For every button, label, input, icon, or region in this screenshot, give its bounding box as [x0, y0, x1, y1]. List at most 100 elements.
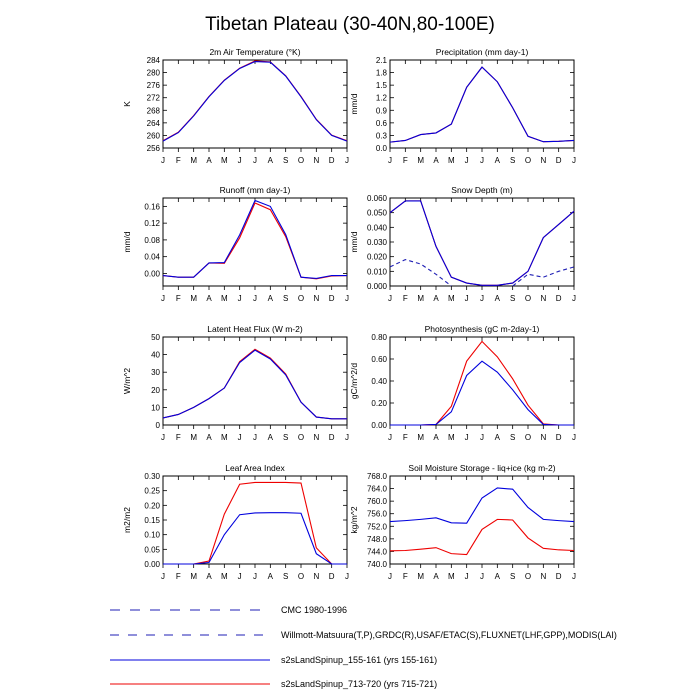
x-tick-label: D: [556, 156, 562, 165]
x-tick-label: D: [329, 294, 335, 303]
x-tick-label: A: [495, 156, 501, 165]
x-tick-label: F: [403, 433, 408, 442]
x-tick-label: A: [495, 572, 501, 581]
legend-label: s2sLandSpinup_155-161 (yrs 155-161): [281, 655, 437, 665]
x-tick-label: M: [448, 572, 455, 581]
x-tick-label: M: [417, 294, 424, 303]
x-tick-label: J: [238, 294, 242, 303]
x-tick-label: F: [403, 294, 408, 303]
x-tick-label: D: [329, 572, 335, 581]
x-tick-label: M: [221, 156, 228, 165]
series-line-0: [389, 259, 452, 287]
series-line-0: [389, 518, 575, 556]
y-tick-label: 0.30: [144, 472, 160, 481]
y-tick-label: 760.0: [367, 497, 388, 506]
series-line-1: [389, 200, 575, 286]
y-tick-label: 0.000: [367, 282, 388, 291]
y-tick-label: 1.5: [376, 81, 388, 90]
y-tick-label: 0.020: [367, 253, 388, 262]
x-tick-label: J: [161, 294, 165, 303]
x-tick-label: F: [176, 572, 181, 581]
series-line-1: [162, 199, 347, 280]
x-tick-label: J: [388, 156, 392, 165]
x-tick-label: S: [283, 294, 288, 303]
chart-panel-2: Runoff (mm day-1)0.000.040.080.120.16J F M…: [122, 185, 349, 303]
y-tick-label: 40: [151, 351, 160, 360]
legend-label: Willmott-Matsuura(T,P),GRDC(R),USAF/ETAC…: [281, 630, 617, 640]
y-tick-label: 0.25: [144, 487, 160, 496]
y-tick-label: 1.2: [376, 94, 388, 103]
x-tick-label: A: [268, 572, 274, 581]
x-tick-label: J: [238, 572, 242, 581]
x-tick-label: J: [253, 433, 257, 442]
y-tick-label: 0.00: [144, 560, 160, 569]
x-tick-label: J: [465, 156, 469, 165]
x-tick-label: D: [556, 294, 562, 303]
y-tick-label: 276: [147, 81, 161, 90]
x-tick-label: F: [176, 294, 181, 303]
x-tick-label: O: [298, 156, 304, 165]
y-tick-label: 20: [151, 386, 160, 395]
x-tick-label: J: [480, 156, 484, 165]
x-tick-label: F: [403, 156, 408, 165]
y-tick-label: 264: [147, 119, 161, 128]
x-tick-label: S: [283, 433, 288, 442]
y-tick-label: 30: [151, 368, 160, 377]
x-tick-label: M: [448, 433, 455, 442]
x-tick-label: J: [572, 572, 576, 581]
chart-panel-3: Snow Depth (m) 0.000 0.010 0.020 0.030 0.040 0…: [349, 185, 576, 303]
x-tick-label: A: [268, 156, 274, 165]
x-tick-label: J: [253, 294, 257, 303]
chart-panel-1: Precipitation (mm day-1) 0.0 0.3 0.6 0.9 1.2 1…: [349, 47, 576, 165]
y-tick-label: 740.0: [367, 560, 388, 569]
series-line-0: [390, 340, 574, 426]
x-tick-label: J: [345, 294, 349, 303]
x-tick-label: A: [206, 433, 212, 442]
plot-frame: [389, 336, 575, 426]
plot-frame: [162, 197, 348, 287]
x-tick-label: J: [388, 433, 392, 442]
y-axis-label: kg/m^2: [349, 506, 359, 533]
y-tick-label: 0: [156, 421, 161, 430]
x-tick-label: N: [313, 572, 319, 581]
x-tick-label: S: [510, 572, 515, 581]
x-tick-label: J: [161, 572, 165, 581]
x-tick-label: M: [417, 572, 424, 581]
y-tick-label: 0.20: [371, 399, 387, 408]
y-tick-label: 0.60: [371, 355, 387, 364]
x-tick-label: J: [161, 156, 165, 165]
x-tick-label: D: [556, 572, 562, 581]
x-tick-label: S: [510, 433, 515, 442]
series-line-1: [390, 360, 574, 426]
x-tick-label: O: [298, 433, 304, 442]
y-tick-label: 0.9: [376, 106, 388, 115]
x-tick-label: N: [540, 294, 546, 303]
y-tick-label: 0.05: [144, 545, 160, 554]
x-tick-label: M: [448, 294, 455, 303]
x-tick-label: M: [221, 294, 228, 303]
x-tick-label: J: [388, 572, 392, 581]
series-line-0: [389, 66, 575, 143]
x-tick-label: A: [268, 294, 274, 303]
y-tick-label: 272: [147, 94, 161, 103]
x-tick-label: A: [433, 294, 439, 303]
legend-label: s2sLandSpinup_713-720 (yrs 715-721): [281, 679, 437, 689]
chart-title: Latent Heat Flux (W m-2): [207, 324, 303, 334]
x-tick-label: M: [190, 572, 197, 581]
y-tick-label: 0.060: [367, 194, 388, 203]
x-tick-label: N: [540, 156, 546, 165]
x-tick-label: A: [433, 156, 439, 165]
y-axis-label: gC/m^2/d: [349, 363, 359, 399]
chart-title: 2m Air Temperature (°K): [209, 47, 300, 57]
x-tick-label: N: [540, 433, 546, 442]
x-tick-label: A: [433, 433, 439, 442]
y-tick-label: 0.10: [144, 531, 160, 540]
x-tick-label: F: [176, 156, 181, 165]
y-tick-label: 748.0: [367, 535, 388, 544]
x-tick-label: J: [465, 572, 469, 581]
x-tick-label: O: [525, 294, 531, 303]
x-tick-label: S: [510, 156, 515, 165]
x-tick-label: D: [329, 156, 335, 165]
